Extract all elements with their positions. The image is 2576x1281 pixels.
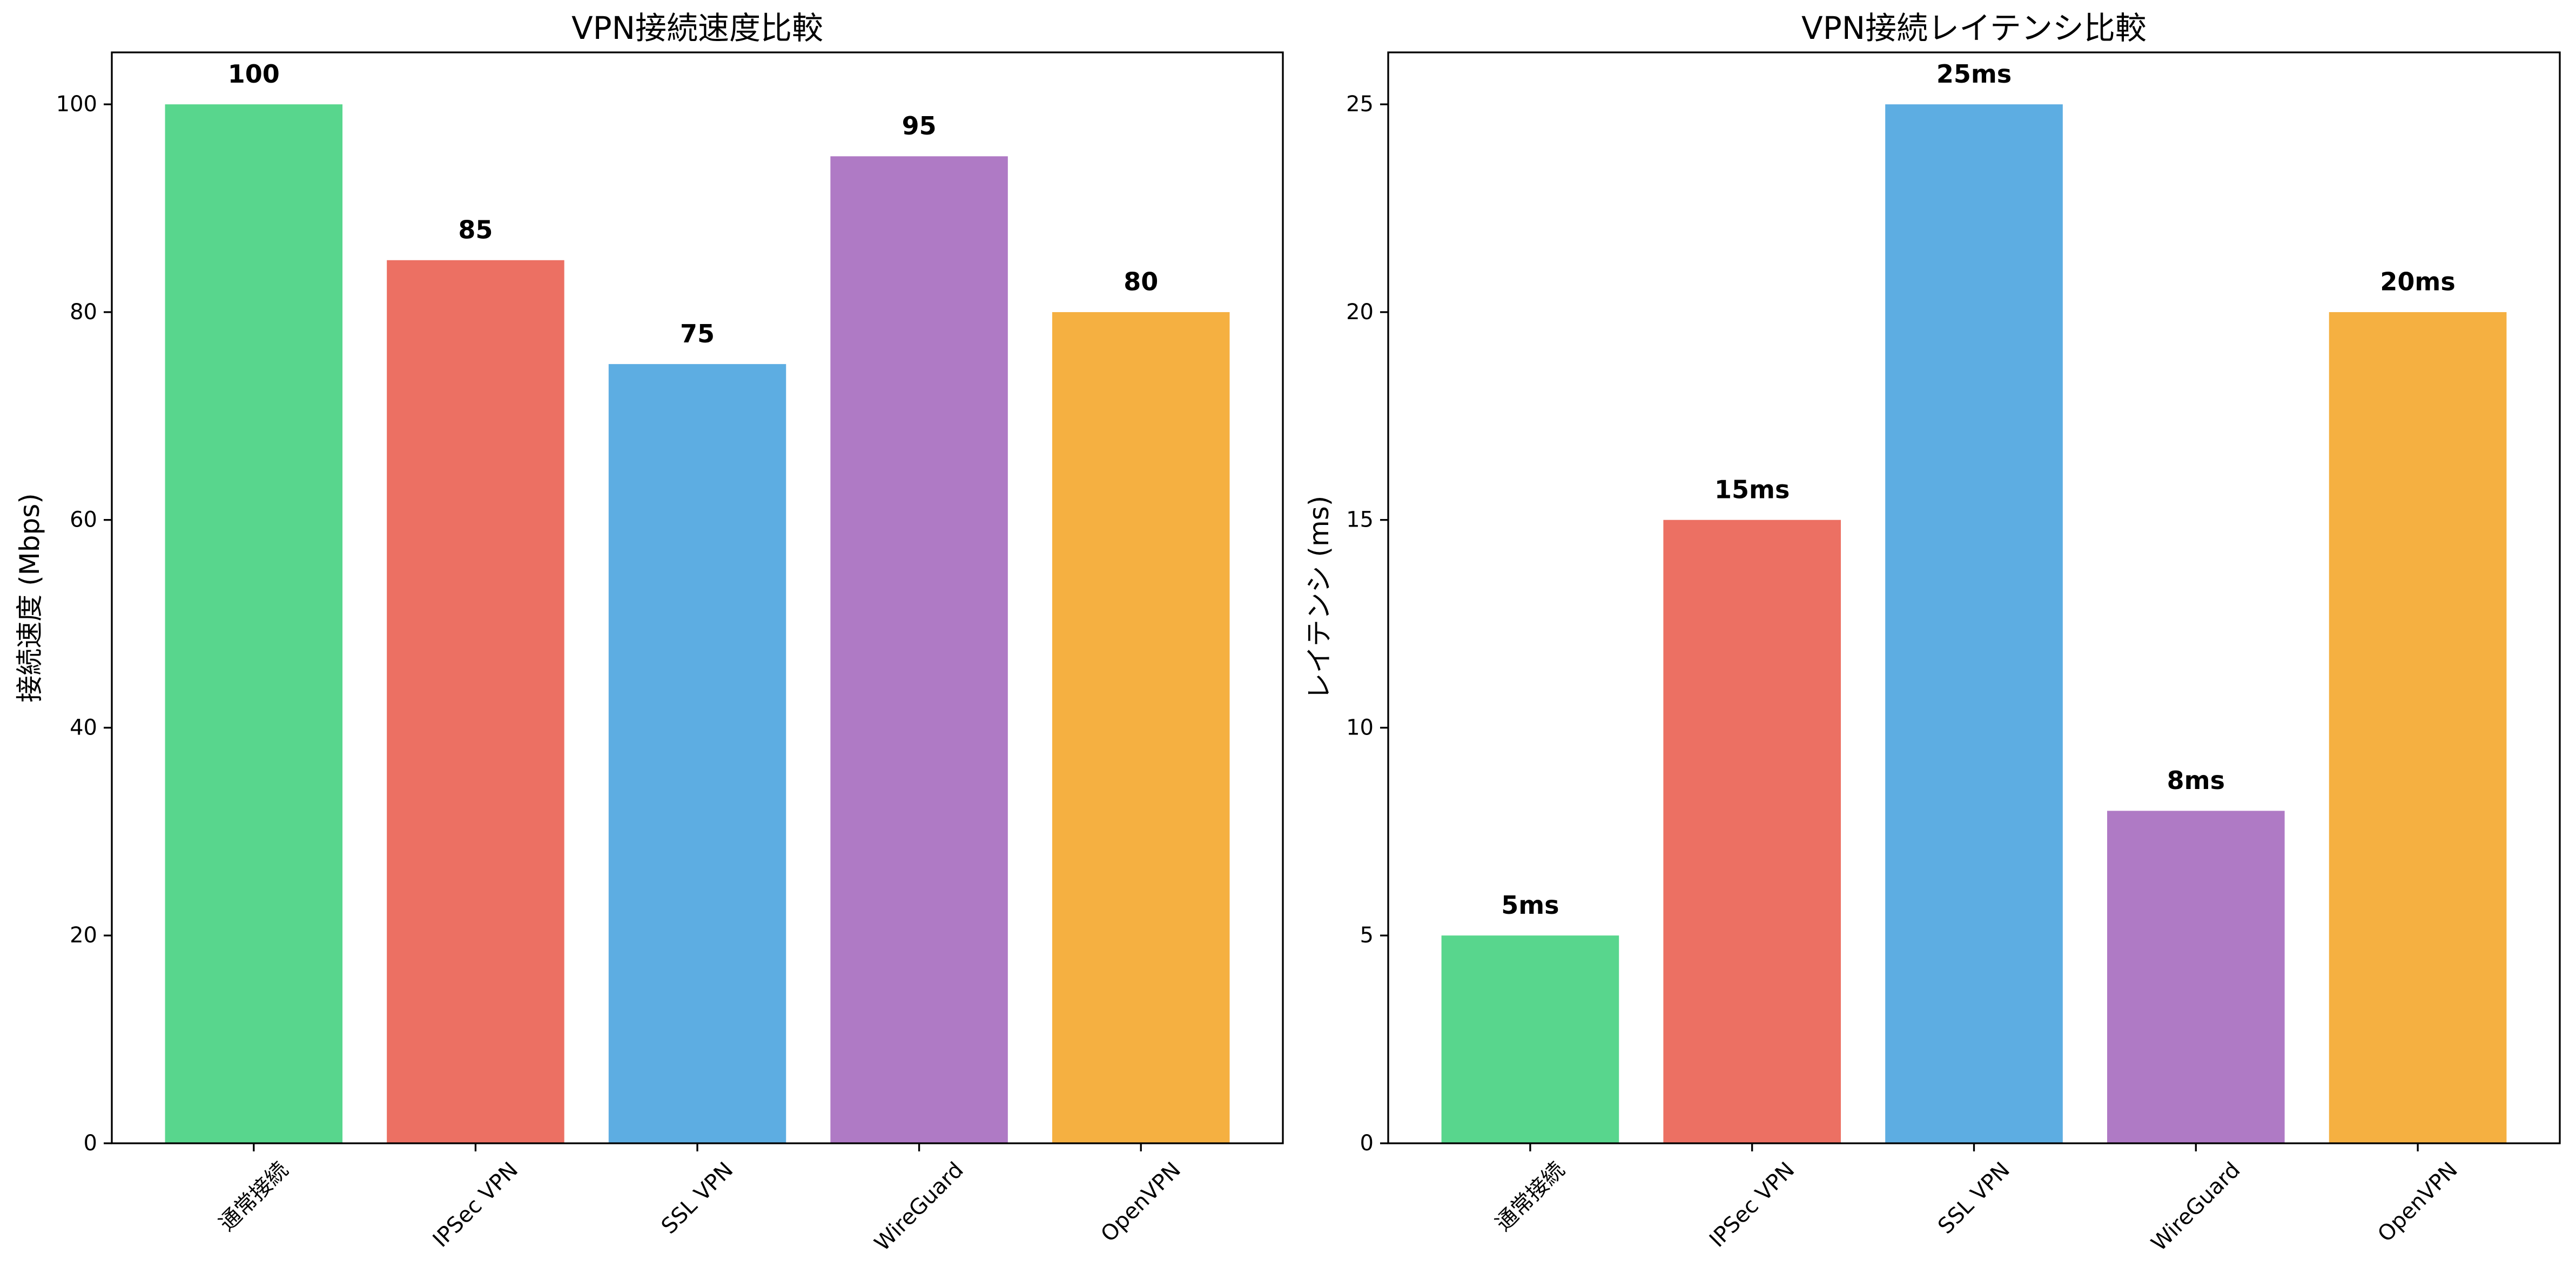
latency-y-axis-label: レイテンシ (ms) <box>1303 496 1335 700</box>
speed-chart: 0 20 40 60 80 100 通常接続 IPSec VPN SSL VPN WireGuar… <box>14 10 1284 1256</box>
speed-value-label-5: 80 <box>1124 267 1158 296</box>
latency-value-label-3: 25ms <box>1936 59 2012 89</box>
latency-bar-1 <box>1441 935 1619 1143</box>
latency-xtick-label-1: 通常接続 <box>1491 1157 1570 1236</box>
speed-ytick-label-6: 100 <box>56 92 97 117</box>
latency-xtick-label-3: SSL VPN <box>1933 1157 2015 1239</box>
speed-xtick-label-5: OpenVPN <box>1096 1157 1186 1247</box>
latency-xtick-label-4: WireGuard <box>2147 1157 2245 1256</box>
speed-xtick-label-1: 通常接続 <box>214 1157 293 1236</box>
speed-xtick-label-2: IPSec VPN <box>428 1157 523 1252</box>
latency-bar-4 <box>2107 811 2285 1143</box>
latency-ytick-label-5: 20 <box>1346 300 1374 325</box>
latency-chart: 0 5 10 15 20 25 通常接続 IPSec VPN SSL VPN WireGuard O… <box>1303 10 2561 1256</box>
latency-chart-title: VPN接続レイテンシ比較 <box>1801 10 2147 46</box>
latency-xtick-label-5: OpenVPN <box>2373 1157 2463 1247</box>
latency-value-label-4: 8ms <box>2167 766 2225 795</box>
latency-value-label-5: 20ms <box>2380 267 2455 296</box>
latency-ytick-label-6: 25 <box>1346 92 1374 117</box>
latency-ytick-label-2: 5 <box>1360 923 1374 948</box>
latency-ytick-label-4: 15 <box>1346 508 1374 532</box>
latency-value-label-2: 15ms <box>1714 475 1790 504</box>
speed-ytick-label-4: 60 <box>70 508 97 532</box>
latency-bar-5 <box>2329 312 2507 1143</box>
speed-value-label-3: 75 <box>680 319 715 348</box>
speed-value-label-4: 95 <box>902 111 937 140</box>
speed-xtick-label-4: WireGuard <box>870 1157 968 1256</box>
speed-chart-title: VPN接続速度比較 <box>571 10 823 46</box>
speed-xtick-label-3: SSL VPN <box>657 1157 738 1239</box>
speed-bar-3 <box>608 364 786 1144</box>
speed-bar-5 <box>1052 312 1230 1143</box>
speed-value-label-2: 85 <box>458 215 493 244</box>
speed-bar-4 <box>830 156 1008 1143</box>
latency-value-label-1: 5ms <box>1501 891 1559 920</box>
speed-ytick-label-2: 20 <box>70 923 97 948</box>
speed-ytick-label-1: 0 <box>84 1131 97 1156</box>
latency-xtick-label-2: IPSec VPN <box>1705 1157 1799 1252</box>
speed-value-label-1: 100 <box>228 59 280 89</box>
latency-ytick-label-3: 10 <box>1346 715 1374 740</box>
speed-y-axis-label: 接続速度 (Mbps) <box>14 493 45 703</box>
speed-bar-1 <box>165 104 343 1144</box>
speed-ytick-label-3: 40 <box>70 715 97 740</box>
speed-ytick-label-5: 80 <box>70 300 97 325</box>
latency-ytick-label-1: 0 <box>1360 1131 1374 1156</box>
speed-bar-2 <box>387 260 564 1143</box>
latency-bar-3 <box>1885 104 2063 1144</box>
latency-bar-2 <box>1663 520 1841 1143</box>
